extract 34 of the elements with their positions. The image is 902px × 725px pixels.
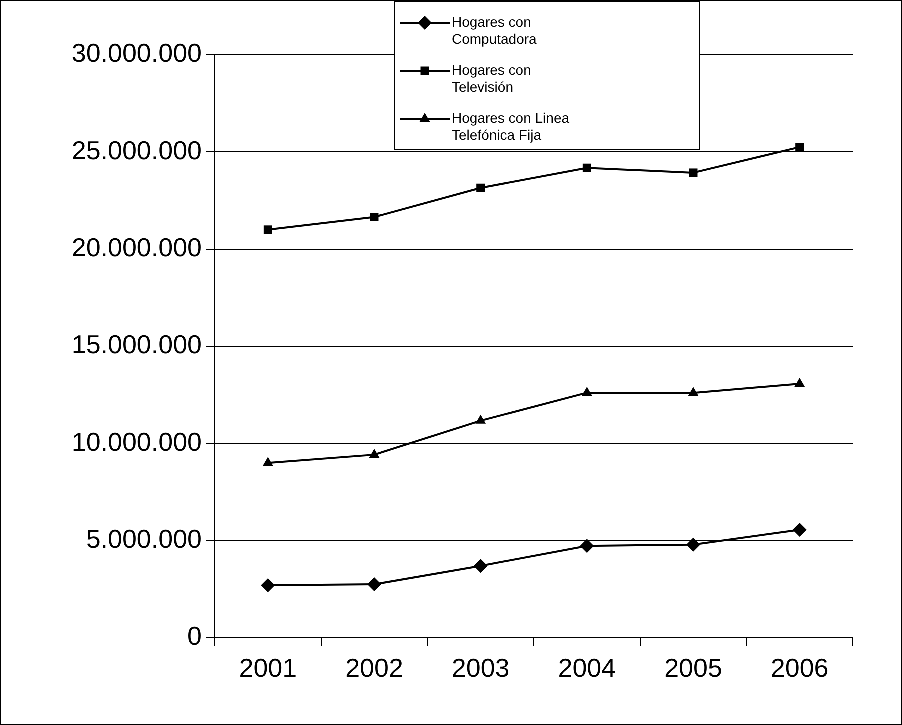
- point: [368, 578, 382, 592]
- point: [688, 387, 699, 396]
- point: [794, 378, 806, 388]
- legend-label: Hogares con Computadora: [452, 14, 538, 47]
- x-tick-label: 2005: [664, 652, 722, 683]
- y-tick-label: 5.000.000: [86, 524, 202, 554]
- legend-label: Hogares con Televisión: [452, 62, 532, 95]
- y-tick-label: 15.000.000: [72, 330, 202, 360]
- point: [369, 448, 380, 458]
- y-tick-label: 25.000.000: [72, 135, 202, 166]
- point: [264, 226, 272, 234]
- y-tick-label: 10.000.000: [72, 426, 202, 457]
- x-tick-label: 2002: [346, 652, 404, 683]
- point: [582, 164, 592, 172]
- point: [476, 414, 486, 424]
- point: [580, 539, 594, 554]
- point: [474, 559, 488, 574]
- point: [792, 522, 807, 537]
- point: [582, 386, 592, 396]
- legend-label: Hogares con Linea Telefónica Fija: [452, 110, 570, 143]
- x-tick-label: 2001: [239, 652, 298, 683]
- point: [796, 143, 804, 152]
- point: [686, 538, 700, 552]
- y-tick-label: 0: [188, 621, 202, 652]
- point: [262, 457, 274, 466]
- point: [689, 168, 698, 178]
- y-tick-label: 20.000.000: [72, 232, 202, 263]
- x-tick-label: 2004: [558, 652, 616, 683]
- x-tick-label: 2003: [452, 652, 510, 683]
- y-tick-label: 30.000.000: [72, 38, 202, 68]
- point: [370, 213, 379, 222]
- point: [476, 184, 486, 192]
- point: [261, 578, 276, 593]
- x-tick-label: 2006: [770, 652, 829, 683]
